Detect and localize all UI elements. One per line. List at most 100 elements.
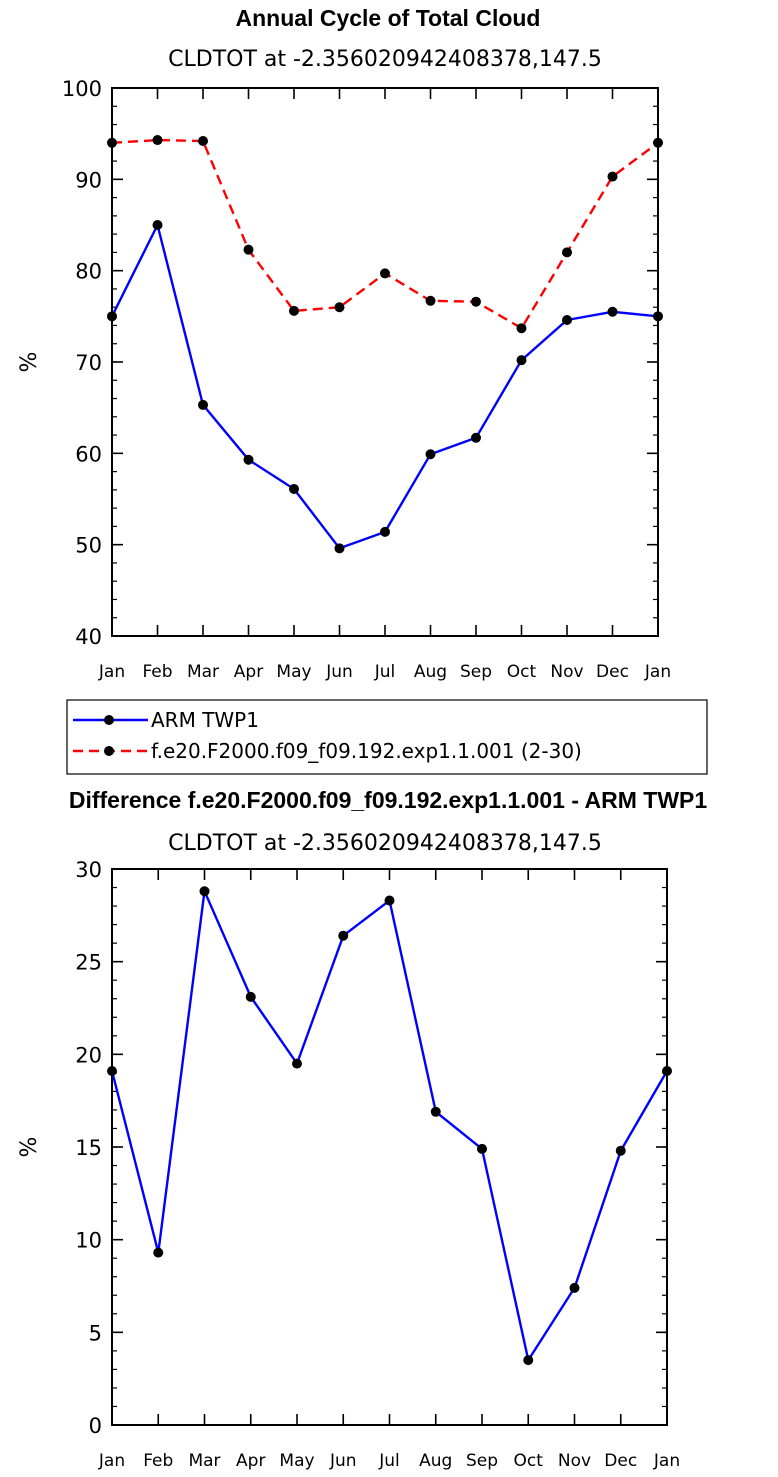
data-point [107, 137, 117, 148]
x-tick-label: Apr [236, 1451, 265, 1471]
x-tick-label: Oct [507, 662, 537, 682]
x-tick-label: Mar [188, 1451, 220, 1471]
x-tick-label: Aug [414, 662, 447, 682]
y-tick-label: 30 [75, 858, 102, 882]
data-point [152, 220, 163, 230]
data-point [425, 295, 436, 306]
chart-title: Difference f.e20.F2000.f09_f09.192.exp1.… [69, 787, 708, 813]
data-point [471, 432, 481, 443]
y-tick-label: 80 [75, 260, 102, 284]
y-tick-label: 25 [75, 951, 102, 975]
data-point [107, 1066, 117, 1077]
legend-box [66, 699, 708, 775]
y-axis-label: % [17, 1137, 42, 1158]
x-tick-label: Apr [234, 662, 263, 682]
legend: ARM TWP1 f.e20.F2000.f09_f09.192.exp1.1.… [66, 699, 708, 775]
x-tick-label: Jan [98, 662, 125, 682]
x-tick-label: Nov [558, 1451, 591, 1471]
x-tick-label: Jul [374, 662, 396, 682]
y-tick-label: 40 [75, 625, 102, 649]
chart-subtitle: CLDTOT at -2.356020942408378,147.5 [168, 47, 602, 72]
data-point [662, 1066, 672, 1077]
x-tick-label: Sep [460, 662, 492, 682]
chart-subtitle: CLDTOT at -2.356020942408378,147.5 [168, 831, 602, 856]
data-point [153, 1247, 164, 1258]
y-tick-label: 0 [89, 1414, 102, 1438]
data-point [245, 991, 256, 1002]
x-tick-label: Jul [378, 1451, 400, 1471]
data-point [562, 314, 572, 325]
data-point [334, 543, 345, 554]
data-point [243, 244, 254, 255]
difference-chart: Difference f.e20.F2000.f09_f09.192.exp1.… [17, 787, 707, 1471]
x-tick-label: Nov [550, 662, 583, 682]
data-point [516, 323, 527, 334]
data-point [152, 135, 163, 146]
data-point [289, 305, 299, 316]
data-point [198, 135, 208, 146]
data-point [334, 302, 345, 313]
data-point [380, 526, 390, 537]
data-point [380, 268, 390, 279]
x-tick-label: Jan [644, 662, 671, 682]
y-tick-label: 100 [62, 77, 102, 101]
x-tick-label: May [279, 1451, 314, 1471]
x-tick-label: May [276, 662, 311, 682]
data-point [523, 1355, 534, 1366]
x-tick-label: Jun [329, 1451, 357, 1471]
annual-cycle-chart: Annual Cycle of Total Cloud CLDTOT at -2… [17, 5, 671, 682]
plot-frame [111, 87, 659, 637]
data-point [615, 1145, 626, 1156]
x-tick-label: Feb [143, 1451, 173, 1471]
data-point [471, 296, 481, 307]
y-tick-label: 70 [75, 351, 102, 375]
data-point [653, 137, 663, 148]
y-tick-label: 10 [75, 1229, 102, 1253]
y-axis-label: % [17, 352, 42, 373]
data-point [607, 306, 618, 317]
y-tick-label: 20 [75, 1043, 102, 1067]
data-point [569, 1282, 580, 1293]
x-tick-label: Mar [187, 662, 219, 682]
x-tick-label: Oct [514, 1451, 544, 1471]
plot-frame [111, 868, 668, 1426]
legend-marker-arm [104, 715, 114, 725]
data-point [243, 454, 254, 465]
data-point [199, 886, 210, 897]
x-tick-label: Sep [466, 1451, 498, 1471]
x-tick-label: Feb [142, 662, 172, 682]
data-point [198, 399, 208, 410]
chart-title: Annual Cycle of Total Cloud [236, 5, 541, 31]
data-point [653, 311, 663, 322]
legend-entry-model: f.e20.F2000.f09_f09.192.exp1.1.001 (2-30… [73, 739, 582, 763]
data-point [607, 171, 618, 182]
series-line-1 [111, 138, 659, 330]
data-point [516, 355, 527, 366]
x-tick-label: Jun [325, 662, 353, 682]
x-tick-label: Dec [596, 662, 629, 682]
plot-area: 0 5 10 15 20 25 30 Jan Feb Mar Apr May Jun Jul Aug Sep O… [75, 858, 680, 1471]
y-tick-label: 15 [75, 1136, 102, 1160]
data-point [562, 247, 572, 258]
data-point [107, 311, 117, 322]
data-point [477, 1143, 487, 1154]
data-point [338, 930, 349, 941]
legend-entry-arm: ARM TWP1 [73, 708, 259, 732]
series-line-0 [110, 890, 669, 1362]
plot-area: 40 50 60 70 80 90 100 Jan Feb Mar Apr May Jun Jul Aug S… [62, 77, 671, 682]
y-tick-label: 50 [75, 534, 102, 558]
y-tick-label: 90 [75, 168, 102, 192]
y-tick-label: 60 [75, 442, 102, 466]
data-point [425, 449, 436, 460]
x-tick-label: Jan [98, 1451, 125, 1471]
data-point [292, 1058, 302, 1069]
x-tick-label: Dec [604, 1451, 637, 1471]
legend-label-arm: ARM TWP1 [151, 708, 259, 732]
y-tick-label: 5 [89, 1321, 102, 1345]
legend-marker-model [104, 746, 114, 756]
data-point [384, 895, 395, 906]
data-point [430, 1106, 441, 1117]
x-tick-label: Aug [419, 1451, 452, 1471]
data-point [289, 483, 299, 494]
